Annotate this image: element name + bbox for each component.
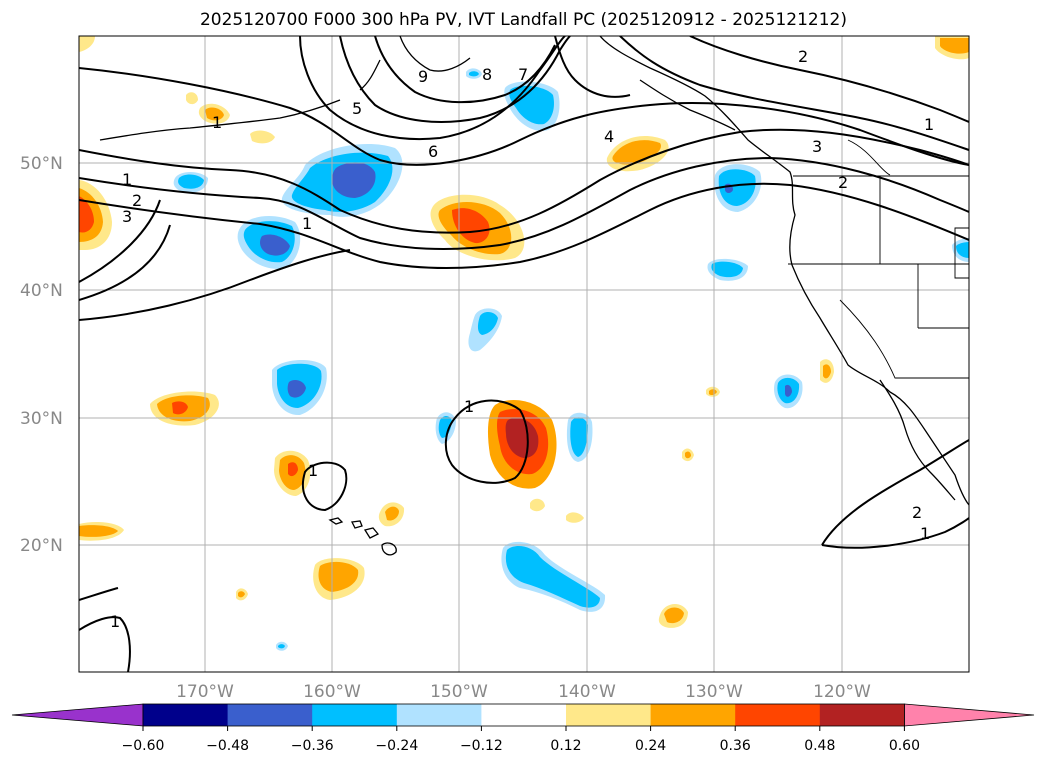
- contour-label: 1: [110, 612, 120, 631]
- borders: [788, 139, 969, 379]
- lat-label: 50°N: [20, 154, 63, 174]
- positive-anomaly-blob: [150, 391, 219, 426]
- colorbar: −0.60 −0.48 −0.36 −0.24 −0.12 0.12 0.24 0.36 0.4…: [11, 703, 1035, 754]
- contour-label: 8: [482, 65, 492, 84]
- colorbar-tick-label: 0.48: [804, 738, 835, 754]
- contour-label: 2: [838, 173, 848, 192]
- positive-anomaly-blob: [487, 400, 557, 489]
- positive-anomaly-blob: [566, 512, 584, 523]
- latitude-labels: 50°N 40°N 30°N 20°N: [20, 154, 63, 556]
- colorbar-frame: [142, 703, 905, 727]
- lon-label: 120°W: [813, 682, 871, 702]
- contour-label: 1: [302, 214, 312, 233]
- negative-anomaly-blob: [566, 412, 593, 462]
- positive-anomaly-blob: [186, 92, 198, 105]
- lat-label: 20°N: [20, 536, 63, 556]
- positive-anomaly-blob: [664, 607, 684, 624]
- contour-label: 1: [464, 397, 474, 416]
- positive-anomaly-blob: [823, 364, 831, 379]
- positive-anomaly-blob: [606, 136, 669, 172]
- contour-label: 2: [798, 47, 808, 66]
- lon-label: 140°W: [558, 682, 616, 702]
- contour-label: 1: [924, 115, 934, 134]
- colorbar-tick-label: 0.60: [889, 738, 920, 754]
- colorbar-segment: [396, 704, 482, 726]
- colorbar-tick-label: 0.12: [550, 738, 581, 754]
- colorbar-segment: [227, 704, 313, 726]
- colorbar-segment: [819, 704, 905, 726]
- contour-label: 5: [352, 99, 362, 118]
- contour-label: 2: [132, 191, 142, 210]
- colorbar-tick-label: −0.12: [460, 738, 503, 754]
- contour-label: 1: [308, 461, 318, 480]
- positive-anomaly-blob: [940, 38, 969, 54]
- lon-label: 170°W: [176, 682, 234, 702]
- map-frame: [78, 35, 970, 673]
- contour-label: 1: [212, 113, 222, 132]
- colorbar-extend-low: [11, 703, 144, 727]
- positive-anomaly-blob: [274, 450, 311, 496]
- colorbar-tick-label: 0.36: [720, 738, 751, 754]
- colorbar-segment: [481, 704, 567, 726]
- contour-label: 9: [418, 67, 428, 86]
- contour-label: 3: [812, 137, 822, 156]
- positive-anomaly-blob: [79, 36, 95, 52]
- negative-anomaly-blob: [466, 68, 482, 79]
- contour-label: 1: [122, 170, 132, 189]
- lon-label: 150°W: [430, 682, 488, 702]
- map-title: 2025120700 F000 300 hPa PV, IVT Landfall…: [199, 10, 847, 30]
- negative-anomaly-blob: [435, 412, 456, 444]
- colorbar-tick-label: 0.24: [635, 738, 666, 754]
- colorbar-tick-label: −0.36: [291, 738, 334, 754]
- negative-anomaly-blob: [707, 258, 748, 281]
- colorbar-segment: [566, 704, 652, 726]
- positive-anomaly-blob: [238, 591, 245, 598]
- negative-anomaly-blob: [714, 164, 762, 212]
- contour-label: 4: [604, 127, 614, 146]
- contour-label: 2: [912, 503, 922, 522]
- lon-label: 130°W: [685, 682, 743, 702]
- colorbar-segment: [735, 704, 821, 726]
- negative-anomaly-blob: [774, 374, 803, 409]
- lat-label: 40°N: [20, 281, 63, 301]
- negative-anomaly-blob: [272, 359, 327, 416]
- colorbar-extend-high: [904, 703, 1035, 727]
- negative-anomaly-blob: [468, 308, 502, 352]
- negative-anomaly-blob: [173, 172, 208, 193]
- contour-label: 1: [920, 524, 930, 543]
- pv-contours: [79, 36, 969, 672]
- colorbar-segment: [650, 704, 736, 726]
- colorbar-segment: [312, 704, 398, 726]
- contour-labels: 1 2 3 1 5 6 8 7 4 9 2 3 1 2 1 1 1 2 1 1: [110, 47, 934, 631]
- positive-anomaly-blob: [530, 498, 545, 512]
- contour-label: 3: [122, 207, 132, 226]
- negative-anomaly-blob: [278, 644, 285, 649]
- negative-anomaly-blob: [952, 238, 969, 262]
- negative-anomaly-blob: [281, 144, 403, 217]
- contour-label: 7: [518, 65, 528, 84]
- positive-anomaly-blob: [685, 451, 691, 459]
- positive-anomaly-blob: [313, 558, 365, 600]
- coastlines: [99, 36, 969, 556]
- colorbar-tick-label: −0.24: [375, 738, 418, 754]
- lon-label: 160°W: [303, 682, 361, 702]
- contour-label: 6: [428, 142, 438, 161]
- lat-label: 30°N: [20, 409, 63, 429]
- positive-anomaly-blob: [250, 130, 275, 144]
- colorbar-tick-label: −0.60: [122, 738, 165, 754]
- positive-anomaly-blob: [79, 525, 118, 537]
- colorbar-tick-label: −0.48: [206, 738, 249, 754]
- positive-anomaly-blob: [385, 506, 399, 521]
- negative-anomaly-blob: [501, 541, 606, 612]
- longitude-labels: 170°W 160°W 150°W 140°W 130°W 120°W: [176, 682, 871, 702]
- colorbar-segment: [143, 704, 229, 726]
- positive-anomaly-blob: [205, 107, 224, 121]
- filled-anomalies: [79, 36, 969, 651]
- positive-anomaly-blob: [709, 389, 717, 396]
